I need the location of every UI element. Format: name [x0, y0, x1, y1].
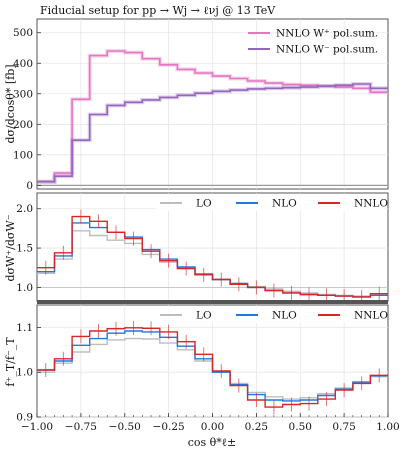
distribution-y-tick-label: 0 — [26, 180, 33, 192]
polarization-legend-label-2: NNLO — [354, 310, 388, 322]
top-y-label: dσ/dcosθ* [fb] — [4, 64, 17, 143]
x-tick-label: −0.50 — [109, 421, 141, 433]
x-tick-label: −0.25 — [153, 421, 185, 433]
ratio-y-tick-label: 1.5 — [16, 243, 33, 255]
x-tick-label: 0.00 — [201, 421, 224, 433]
series-line-distribution-1 — [37, 83, 388, 183]
legend-layer: NNLO W⁺ pol.sum. NNLO W⁻ pol.sum. LO NLO NNL… — [156, 28, 388, 323]
polarization-legend-label-0: LO — [196, 310, 212, 322]
legend-label-1: NNLO W⁻ pol.sum. — [276, 44, 378, 56]
polarization-legend-bg — [156, 307, 384, 323]
x-tick-label: 0.75 — [332, 421, 355, 433]
ratio-y-tick-label: 1.0 — [16, 282, 33, 294]
polarization-y-tick-label: 1.0 — [16, 367, 33, 379]
figure-title: Fiducial setup for pp → Wj → ℓνj @ 13 Te… — [40, 4, 276, 17]
ratio-legend-bg — [156, 195, 384, 211]
polarization-legend-label-1: NLO — [272, 310, 297, 322]
ratio-y-tick-label: 2.0 — [16, 203, 33, 215]
x-tick-label: 0.50 — [289, 421, 312, 433]
ratio-legend-label-0: LO — [196, 198, 212, 210]
polarization-y-tick-label: 1.1 — [16, 322, 33, 334]
distribution-y-tick-label: 100 — [13, 149, 33, 161]
distribution-y-tick-label: 400 — [13, 58, 33, 70]
x-tick-label: −1.00 — [21, 421, 53, 433]
x-axis-label: cos θ*ℓ± — [188, 436, 237, 449]
x-tick-label: 1.00 — [376, 421, 399, 433]
legend-label-0: NNLO W⁺ pol.sum. — [276, 28, 378, 40]
plot-layer — [37, 19, 388, 418]
ratio-legend-label-1: NLO — [272, 198, 297, 210]
distribution-y-tick-label: 300 — [13, 88, 33, 100]
distribution-y-tick-label: 200 — [13, 119, 33, 131]
polarization-y-label: f⁺_T/f⁻_T — [4, 337, 17, 387]
ratio-legend-label-2: NNLO — [354, 198, 388, 210]
x-tick-label: −0.75 — [65, 421, 97, 433]
ratio-y-label: dσW⁺/dσW⁻ — [4, 214, 17, 281]
polarization-y-tick-label: 0.9 — [16, 412, 33, 424]
ratio-panel-separator — [37, 300, 388, 304]
distribution-y-tick-label: 500 — [13, 27, 33, 39]
x-tick-label: 0.25 — [245, 421, 268, 433]
tick-layer: 01002003004005001.01.52.00.91.01.1−1.00−… — [13, 27, 400, 433]
